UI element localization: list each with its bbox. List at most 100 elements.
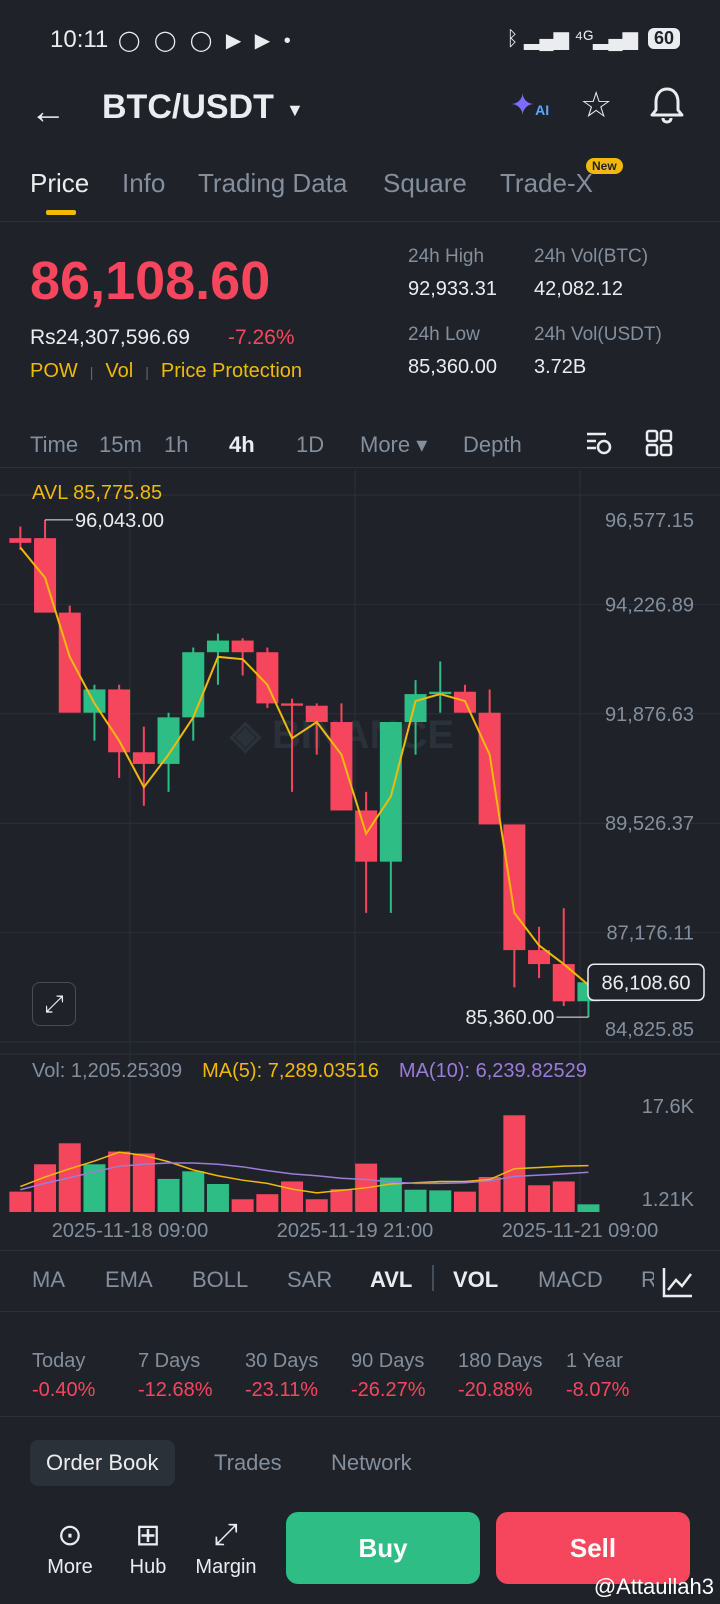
nav-more[interactable]: ⊙ More xyxy=(30,1518,110,1579)
volume-bar xyxy=(206,1184,229,1212)
tag-separator: | xyxy=(145,363,149,380)
favorite-star-icon[interactable]: ☆ xyxy=(580,84,613,125)
indicator-vol[interactable]: VOL xyxy=(453,1267,499,1292)
timeframe-more[interactable]: More ▾ xyxy=(360,432,428,457)
nav-margin[interactable]: ⤢ Margin xyxy=(186,1518,266,1579)
pair-title[interactable]: BTC/USDT xyxy=(102,88,274,126)
vol-value: Vol: 1,205.25309 xyxy=(32,1060,183,1082)
perf-180d: 180 Days -20.88% xyxy=(458,1350,543,1402)
price-axis-tick: 84,825.85 xyxy=(605,1019,694,1041)
tab-info[interactable]: Info xyxy=(122,168,166,198)
price-axis-tick: 96,577.15 xyxy=(605,510,694,532)
sell-button[interactable]: Sell xyxy=(496,1512,690,1584)
volume-axis-tick: 17.6K xyxy=(642,1096,695,1118)
perf-value: -20.88% xyxy=(458,1379,533,1401)
volume-bar xyxy=(108,1151,131,1212)
depth-tab[interactable]: Depth xyxy=(463,432,522,457)
price-axis: 96,577.15 94,226.89 91,876.63 89,526.37 87,1… xyxy=(587,510,705,1041)
nav-hub[interactable]: ⊞ Hub xyxy=(108,1518,188,1579)
tab-network[interactable]: Network xyxy=(331,1450,412,1475)
perf-label: 30 Days xyxy=(245,1350,319,1372)
tab-trades[interactable]: Trades xyxy=(214,1450,282,1475)
indicator-macd[interactable]: MACD xyxy=(538,1267,603,1292)
volume-bar xyxy=(182,1171,205,1212)
timeframe-4h[interactable]: 4h xyxy=(229,432,255,457)
indicator-svg xyxy=(662,1268,692,1298)
notification-bell-icon[interactable] xyxy=(650,86,684,132)
high-marker-label: 96,043.00 xyxy=(75,510,164,532)
tab-order-book[interactable]: Order Book xyxy=(30,1440,175,1486)
header: ← BTC/USDT ▼ ✦AI ☆ xyxy=(0,82,720,142)
back-arrow-icon[interactable]: ← xyxy=(30,90,66,131)
indicator-divider xyxy=(432,1265,434,1291)
volume-bar xyxy=(453,1191,476,1212)
indicator-ma[interactable]: MA xyxy=(32,1267,65,1292)
indicator-ema[interactable]: EMA xyxy=(105,1267,153,1292)
tab-active-indicator xyxy=(46,210,76,215)
perf-1y: 1 Year -8.07% xyxy=(566,1350,629,1402)
indicator-boll[interactable]: BOLL xyxy=(192,1267,249,1292)
ai-sparkle-icon[interactable]: ✦AI xyxy=(510,89,550,122)
tag-pow[interactable]: POW xyxy=(30,360,78,382)
candle-body xyxy=(231,640,254,653)
indicator-sar[interactable]: SAR xyxy=(287,1267,333,1292)
perf-label: 90 Days xyxy=(351,1350,425,1372)
buy-button[interactable]: Buy xyxy=(286,1512,480,1584)
expand-chart-icon[interactable]: ⤢ xyxy=(32,982,76,1026)
tab-square[interactable]: Square xyxy=(383,168,467,198)
high-value: 92,933.31 xyxy=(408,278,497,300)
price-axis-tick: 87,176.11 xyxy=(607,923,695,945)
nav-hub-label: Hub xyxy=(129,1556,167,1578)
candle-body xyxy=(58,612,81,713)
price-axis-tick: 91,876.63 xyxy=(605,704,694,726)
candle-body xyxy=(108,689,131,753)
perf-label: 180 Days xyxy=(458,1350,543,1372)
timeframe-15m[interactable]: 15m xyxy=(99,432,142,457)
price-axis-tick: 94,226.89 xyxy=(605,594,694,616)
candle-body xyxy=(429,691,452,695)
chart-settings-icon[interactable] xyxy=(584,428,614,463)
perf-label: 7 Days xyxy=(138,1350,201,1372)
new-badge: New xyxy=(586,158,623,174)
candle-body xyxy=(528,950,551,965)
volume-legend: Vol: 1,205.25309 MA(5): 7,289.03516 MA(1… xyxy=(32,1060,587,1083)
perf-label: Today xyxy=(32,1350,86,1372)
tab-trade-x[interactable]: Trade-X xyxy=(500,168,593,198)
status-right: ᛒ ▂▄▆ ⁴ᴳ▂▄▆ 60 xyxy=(506,26,680,51)
tab-trading-data[interactable]: Trading Data xyxy=(198,168,348,198)
volume-bar xyxy=(83,1164,106,1212)
volume-bar xyxy=(34,1164,57,1212)
chevron-down-icon[interactable]: ▼ xyxy=(286,100,304,120)
tab-price[interactable]: Price xyxy=(30,168,90,198)
indicator-settings-icon[interactable] xyxy=(654,1259,720,1305)
timeframe-time[interactable]: Time xyxy=(30,432,79,457)
volume-bar xyxy=(256,1194,279,1212)
candle-body xyxy=(404,694,427,723)
tag-price-protection[interactable]: Price Protection xyxy=(160,360,303,382)
volume-bar xyxy=(528,1185,551,1212)
avl-label: AVL 85,775.85 xyxy=(32,482,163,504)
tag-vol[interactable]: Vol xyxy=(105,360,134,382)
nav-more-label: More xyxy=(47,1556,93,1578)
avl-line-group xyxy=(19,546,590,986)
indicator-r[interactable]: R xyxy=(641,1267,657,1292)
low-label: 24h Low xyxy=(408,324,480,345)
candle-body xyxy=(503,824,526,951)
hub-icon: ⊞ xyxy=(135,1519,161,1552)
signal-icon: ᛒ ▂▄▆ ⁴ᴳ▂▄▆ xyxy=(506,28,638,50)
candle-body xyxy=(83,689,106,713)
ma5-line xyxy=(20,1151,589,1194)
ma5-value: MA(5): 7,289.03516 xyxy=(202,1060,379,1082)
vol-btc-value: 42,082.12 xyxy=(534,278,623,300)
grid-layout-icon[interactable] xyxy=(644,428,674,463)
candle-body xyxy=(157,717,180,764)
timeframe-1h[interactable]: 1h xyxy=(164,432,189,457)
timeframe-1d[interactable]: 1D xyxy=(296,432,325,457)
low-value: 85,360.00 xyxy=(408,356,497,378)
markers-group: 96,043.00 85,360.00 xyxy=(45,510,589,1029)
battery-icon: 60 xyxy=(647,28,680,49)
bottom-action-bar: ⊙ More ⊞ Hub ⤢ Margin Buy Sell @Attaulla… xyxy=(0,1500,720,1604)
indicator-avl[interactable]: AVL xyxy=(370,1267,413,1292)
volume-bar xyxy=(132,1153,155,1212)
